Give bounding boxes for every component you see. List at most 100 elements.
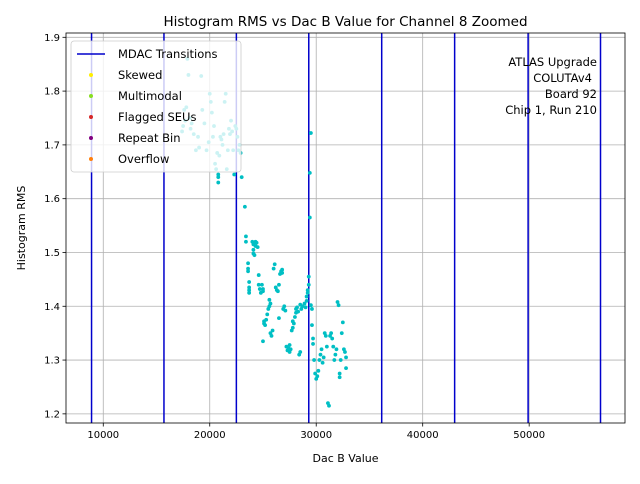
data-point <box>304 294 309 299</box>
data-point <box>306 282 311 287</box>
data-point <box>247 290 252 295</box>
data-point <box>323 333 328 338</box>
data-point <box>267 297 272 302</box>
data-point <box>283 308 288 313</box>
annotation-line-2: COLUTAv4 <box>533 71 592 85</box>
data-point <box>344 355 348 360</box>
data-point <box>308 131 313 135</box>
data-point <box>254 240 259 245</box>
legend-box <box>70 40 242 173</box>
data-point <box>344 366 348 371</box>
data-point <box>302 301 307 306</box>
data-point <box>261 289 265 294</box>
y-tick-label: 1.5 <box>44 248 60 259</box>
data-point <box>293 315 297 319</box>
data-point <box>263 323 268 327</box>
data-point <box>261 339 265 344</box>
data-point <box>277 282 281 287</box>
data-point <box>336 303 341 308</box>
data-point <box>319 347 324 352</box>
data-point <box>339 331 344 336</box>
x-tick-label: 50000 <box>513 430 545 441</box>
y-tick-label: 1.6 <box>44 194 60 205</box>
data-point <box>282 304 287 309</box>
data-point <box>271 266 276 271</box>
y-tick-label: 1.9 <box>44 33 60 44</box>
data-point <box>295 305 299 310</box>
data-point <box>315 374 320 379</box>
y-tick-label: 1.7 <box>44 140 60 151</box>
legend-label: Repeat Bin <box>118 131 181 145</box>
annotation-line-1: ATLAS Upgrade <box>508 55 597 69</box>
x-tick-label: 30000 <box>300 430 332 441</box>
legend-dot-marker <box>89 115 93 119</box>
data-point <box>310 323 314 327</box>
data-point <box>277 316 281 321</box>
data-point <box>330 336 335 341</box>
plot-frame <box>65 32 626 424</box>
data-point <box>331 344 336 349</box>
legend-label: Multimodal <box>118 89 182 103</box>
data-point <box>246 269 250 274</box>
annotation-line-3: Board 92 <box>545 87 597 101</box>
data-point <box>317 358 322 362</box>
grid <box>66 33 625 423</box>
data-point <box>337 375 342 380</box>
data-point <box>252 253 257 258</box>
data-point <box>247 288 252 293</box>
data-point <box>321 355 326 360</box>
data-point <box>268 301 273 306</box>
legend-label: Skewed <box>118 68 162 82</box>
y-tick-label: 1.4 <box>44 302 60 313</box>
x-axis-label: Dac B Value <box>312 452 378 465</box>
legend: MDAC Transitions Skewed Multimodal Flagged … <box>70 40 242 173</box>
data-point <box>306 274 311 279</box>
data-point <box>246 261 250 266</box>
data-point <box>272 262 277 267</box>
data-point <box>340 320 345 325</box>
data-point <box>311 336 315 341</box>
data-point <box>329 331 334 336</box>
data-point <box>332 358 337 362</box>
data-point <box>247 280 252 284</box>
x-tick-label: 40000 <box>407 430 439 441</box>
y-axis-label: Histogram RMS <box>15 186 28 271</box>
x-tick-label: 10000 <box>87 430 119 441</box>
y-ticks: 1.2 1.3 1.4 1.5 1.6 1.7 1.8 1.9 <box>44 33 66 420</box>
chart-title: Histogram RMS vs Dac B Value for Channel… <box>163 14 527 30</box>
legend-dot-marker <box>89 157 93 161</box>
data-point <box>334 347 339 352</box>
data-point <box>307 215 312 220</box>
data-point <box>257 287 262 291</box>
data-point <box>244 239 248 244</box>
data-point <box>244 234 248 239</box>
data-point <box>327 403 331 408</box>
data-point <box>265 312 270 317</box>
data-point <box>303 305 308 310</box>
data-point <box>290 325 295 330</box>
x-ticks: 10000 20000 30000 40000 50000 <box>87 423 545 441</box>
data-point <box>280 267 285 272</box>
data-point <box>288 347 293 352</box>
data-point <box>316 368 321 373</box>
data-point <box>246 266 250 271</box>
data-point <box>312 358 316 362</box>
annotation: ATLAS Upgrade COLUTAv4 Board 92 Chip 1, … <box>505 55 597 117</box>
y-tick-label: 1.8 <box>44 87 60 98</box>
legend-dot-marker <box>89 94 93 98</box>
data-point <box>305 290 310 295</box>
legend-label: Flagged SEUs <box>118 110 196 124</box>
data-point <box>318 352 323 357</box>
data-point <box>251 247 256 252</box>
data-point <box>311 342 315 346</box>
data-point <box>216 172 221 177</box>
y-tick-label: 1.3 <box>44 356 60 367</box>
data-point <box>260 282 264 287</box>
data-point <box>298 350 303 354</box>
data-point <box>337 371 342 376</box>
data-point <box>320 360 325 365</box>
data-point <box>305 288 310 293</box>
legend-dot-marker <box>89 73 93 77</box>
data-point <box>256 282 261 287</box>
